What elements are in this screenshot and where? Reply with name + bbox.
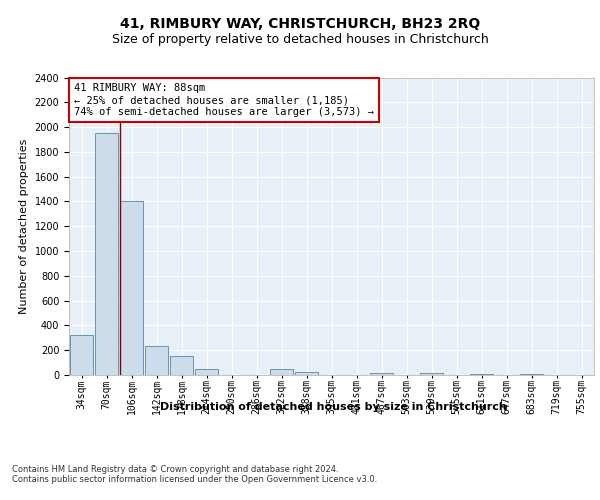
Bar	[520, 374, 543, 375]
Bar	[295, 372, 318, 375]
Text: Size of property relative to detached houses in Christchurch: Size of property relative to detached ho…	[112, 32, 488, 46]
Text: 41, RIMBURY WAY, CHRISTCHURCH, BH23 2RQ: 41, RIMBURY WAY, CHRISTCHURCH, BH23 2RQ	[120, 18, 480, 32]
Bar	[120, 202, 143, 375]
Bar	[470, 374, 493, 375]
Bar	[170, 356, 193, 375]
Bar	[95, 134, 118, 375]
Y-axis label: Number of detached properties: Number of detached properties	[19, 138, 29, 314]
Bar	[370, 372, 393, 375]
Bar	[270, 369, 293, 375]
Text: Contains HM Land Registry data © Crown copyright and database right 2024.
Contai: Contains HM Land Registry data © Crown c…	[12, 465, 377, 484]
Bar	[145, 346, 168, 375]
Text: Distribution of detached houses by size in Christchurch: Distribution of detached houses by size …	[160, 402, 506, 412]
Text: 41 RIMBURY WAY: 88sqm
← 25% of detached houses are smaller (1,185)
74% of semi-d: 41 RIMBURY WAY: 88sqm ← 25% of detached …	[74, 84, 374, 116]
Bar	[70, 336, 93, 375]
Bar	[420, 373, 443, 375]
Bar	[195, 369, 218, 375]
